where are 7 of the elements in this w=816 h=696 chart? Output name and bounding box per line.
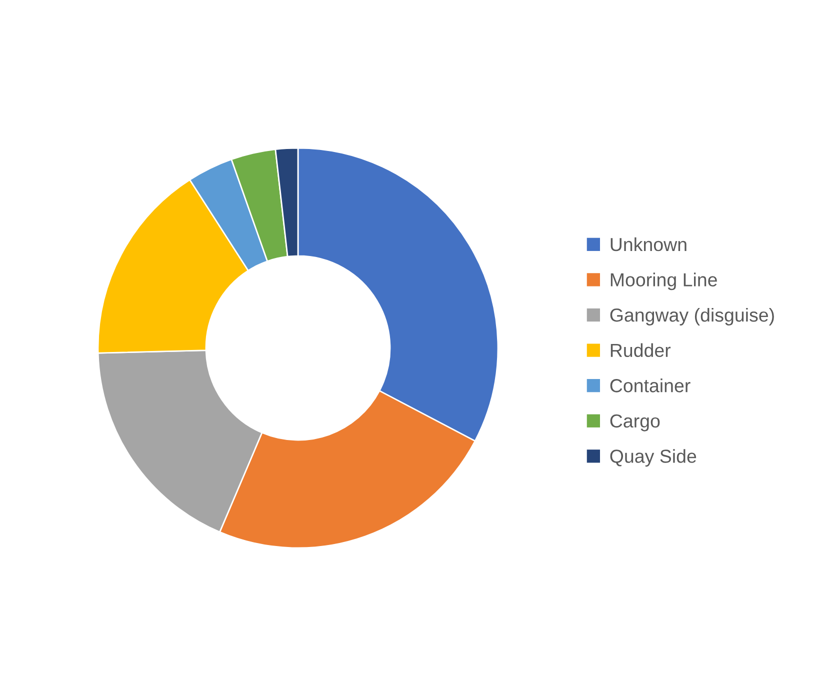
legend-label: Mooring Line xyxy=(610,272,717,290)
legend-label: Unknown xyxy=(610,237,686,252)
legend-label: Rudder xyxy=(610,343,671,358)
legend-label: Quay Side xyxy=(610,449,696,467)
legend-label: Container xyxy=(610,378,690,392)
legend-label: Cargo xyxy=(610,414,660,432)
legend-label: Gangway (disguise) xyxy=(610,308,774,326)
